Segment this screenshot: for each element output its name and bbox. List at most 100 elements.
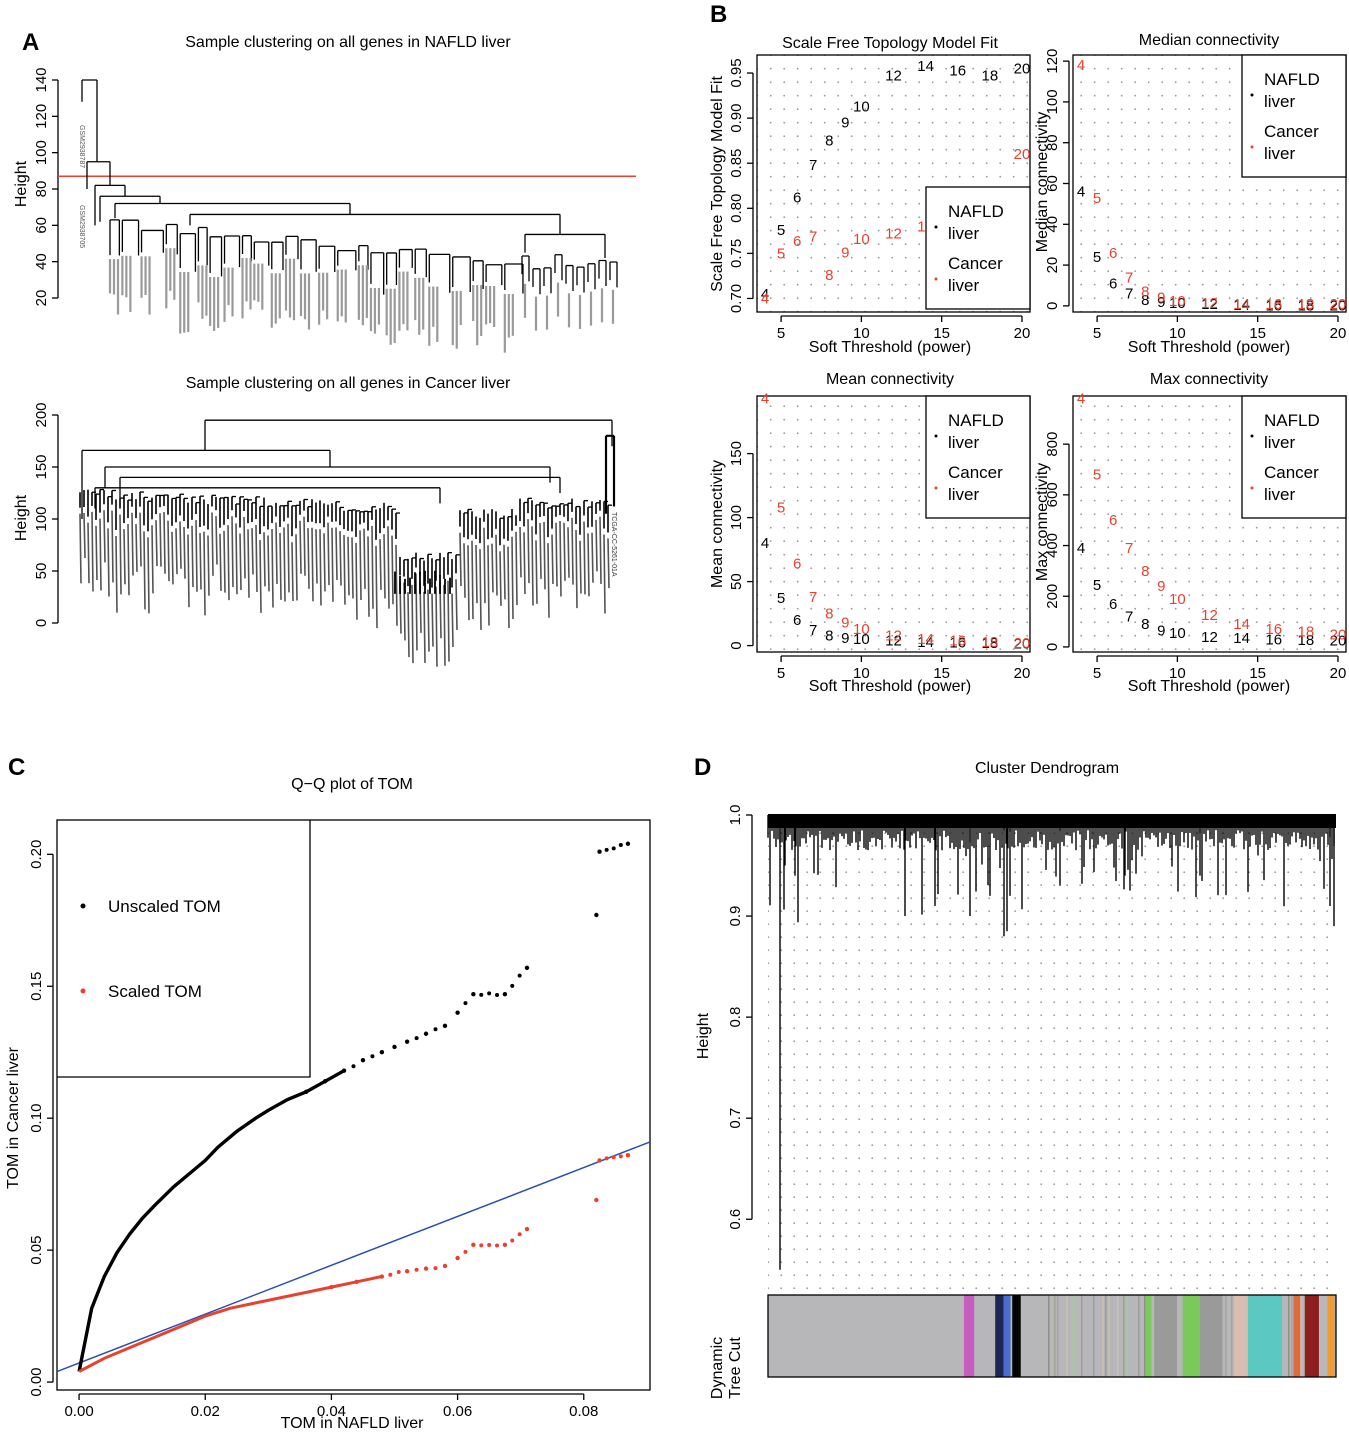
c-legend-scaled-dot: [80, 988, 86, 994]
b3-point-nafld: 4: [761, 535, 769, 552]
a2-leaf-label-mark: [527, 519, 530, 584]
c-unscaled-point: [604, 847, 609, 852]
d-colorbar-stripe: [1075, 1295, 1077, 1377]
c-scaled-point: [433, 1266, 438, 1271]
a2-leaf-label-mark: [587, 533, 590, 597]
b2-point-cancer: 7: [1125, 269, 1133, 286]
b4-x-tick-label: 20: [1330, 665, 1347, 682]
b2-y-tick-label: 60: [1044, 175, 1061, 192]
b3-point-nafld: 20: [1014, 636, 1031, 653]
a2-leaf-label-mark: [499, 551, 502, 606]
b2-x-tick-label: 20: [1330, 325, 1347, 342]
d-module-color: [1154, 1295, 1177, 1377]
a2-leaf-label-mark: [271, 529, 274, 608]
d-module-color: [963, 1295, 975, 1377]
d-colorbar-frame: [767, 1294, 1337, 1378]
panel-d: Cluster Dendrogram Height Dynamic Tree C…: [695, 760, 1337, 1399]
a2-leaf-label-mark: [323, 533, 326, 592]
a2-leaf-label-mark: [319, 529, 322, 606]
b4-y-tick-label: 600: [1044, 482, 1061, 507]
a2-leaf-label-mark: [519, 527, 522, 578]
d-module-color: [995, 1295, 1004, 1377]
a2-title: Sample clustering on all genes in Cancer…: [186, 375, 511, 392]
c-unscaled-point: [510, 983, 515, 988]
a2-leaf-label-mark: [427, 589, 430, 652]
a2-leaf-label-mark: [395, 544, 398, 626]
d-grid: [768, 808, 1336, 1290]
a2-leaf-label-mark: [279, 532, 282, 600]
b3-y-tick-label: 100: [728, 505, 745, 530]
a2-leaf-label-mark: [183, 527, 186, 579]
b1-point-nafld: 8: [825, 133, 833, 150]
a2-leaf-label-mark: [559, 521, 562, 597]
c-unscaled-point: [455, 1010, 460, 1015]
a2-leaf-label-mark: [375, 545, 378, 629]
c-scaled-point: [597, 1158, 602, 1163]
a2-leaf-label-mark: [383, 534, 386, 599]
d-colorbar-stripe: [1291, 1295, 1293, 1377]
c-scaled-point: [396, 1270, 401, 1275]
b2-point-cancer: 5: [1093, 190, 1101, 207]
d-colorbar-stripe: [1138, 1295, 1140, 1377]
c-unscaled-point: [392, 1044, 397, 1050]
b4-point-cancer: 16: [1265, 621, 1282, 638]
d-module-color: [1293, 1295, 1301, 1377]
b2-y-tick-label: 120: [1044, 49, 1061, 74]
b1-point-cancer: 7: [809, 228, 817, 245]
b1-point-cancer: 5: [777, 245, 785, 262]
b3-point-nafld: 10: [853, 631, 870, 648]
c-plot-frame: [56, 819, 651, 1391]
a2-leaf-label-mark: [351, 537, 354, 599]
b2-point-cancer: 12: [1201, 295, 1218, 312]
b4-x-tick-label: 10: [1169, 665, 1186, 682]
b2-point-nafld: 10: [1169, 295, 1186, 312]
a1-title: Sample clustering on all genes in NAFLD …: [185, 34, 511, 51]
a1-branch: [114, 202, 351, 219]
a1-branch: [398, 248, 413, 268]
a2-leaf-label-mark: [555, 522, 558, 587]
a1-branch: [358, 244, 369, 270]
b2-legend-nafld-dot: [1250, 93, 1254, 97]
a2-branch: [94, 487, 441, 509]
a1-branch: [81, 79, 98, 162]
a2-y-tick-label: 150: [33, 454, 50, 479]
b4-legend-nafld-line2: liver: [1264, 433, 1296, 452]
b2-point-cancer: 16: [1265, 296, 1282, 313]
a2-leaf-label-mark: [147, 537, 150, 614]
a2-branch: [81, 449, 331, 519]
b2-legend-nafld-line2: liver: [1264, 92, 1296, 111]
b2-legend-cancer-line2: liver: [1264, 144, 1296, 163]
b2-point-nafld: 6: [1109, 275, 1117, 292]
panel-label-c: C: [8, 754, 25, 781]
a2-y-tick-label: 0: [33, 619, 50, 627]
a2-leaf-label-mark: [119, 514, 122, 595]
a2-leaf-label-mark: [299, 520, 302, 574]
b4-point-cancer: 6: [1109, 512, 1117, 529]
a2-leaf-label-mark: [203, 531, 206, 616]
b1-ylabel: Scale Free Topology Model Fit: [709, 76, 726, 292]
a2-branch: [604, 434, 616, 514]
a1-branch: [565, 264, 574, 292]
d-module-color: [1012, 1295, 1021, 1377]
b2-y-tick-label: 80: [1044, 134, 1061, 151]
b1-title: Scale Free Topology Model Fit: [782, 35, 998, 52]
d-y-tick-label: 0.7: [727, 1108, 744, 1129]
d-colorbar-stripe: [1057, 1295, 1059, 1377]
b3-title: Mean connectivity: [826, 371, 954, 388]
a1-y-tick-label: 140: [33, 67, 50, 92]
b3-point-nafld: 7: [809, 622, 817, 639]
d-colorbar-stripe: [1093, 1295, 1095, 1377]
a2-leaf-label-mark: [595, 519, 598, 572]
b3-x-tick-label: 20: [1014, 665, 1031, 682]
a2-leaf-label-mark: [355, 542, 358, 620]
b3-legend-cancer-line2: liver: [948, 485, 980, 504]
c-y-tick-label: 0.15: [28, 972, 45, 1001]
b1-point-nafld: 5: [777, 222, 785, 239]
a1-branch: [337, 250, 357, 271]
a1-branch: [241, 235, 252, 262]
b4-y-tick-label: 800: [1044, 432, 1061, 457]
b2-point-nafld: 9: [1157, 294, 1165, 311]
b3-point-cancer: 5: [777, 499, 785, 516]
b1-point-nafld: 12: [885, 68, 902, 85]
